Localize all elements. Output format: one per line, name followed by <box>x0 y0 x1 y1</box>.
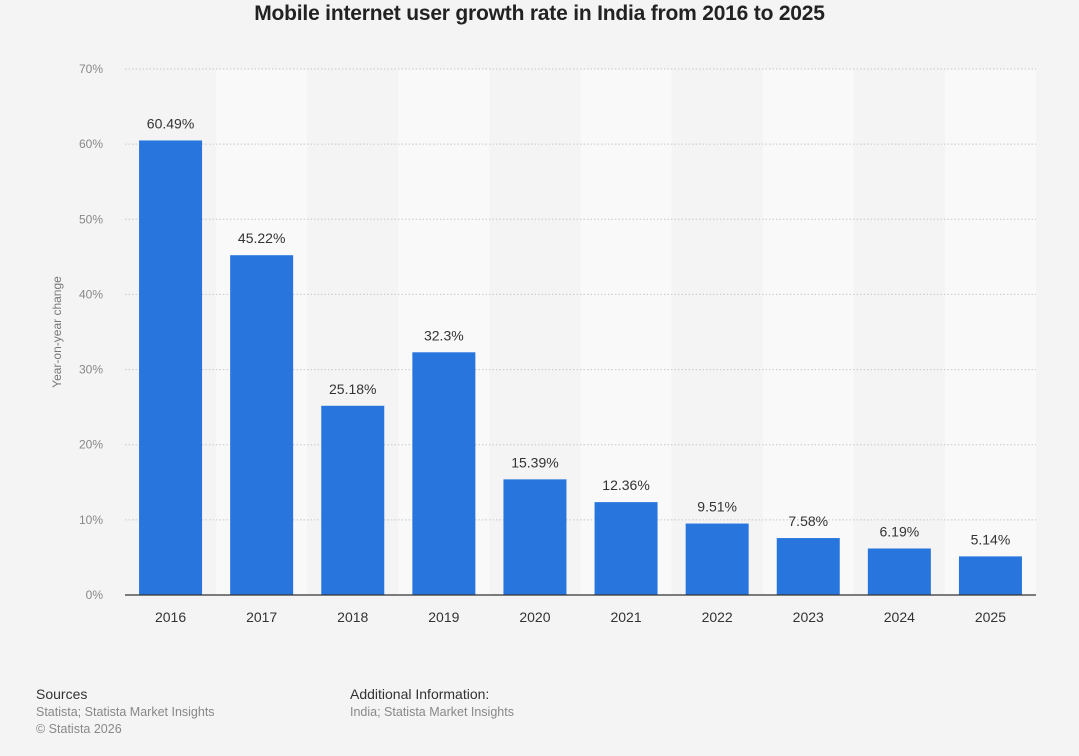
bar[interactable] <box>958 556 1022 595</box>
copyright-text: © Statista 2026 <box>36 722 122 736</box>
chart-title: Mobile internet user growth rate in Indi… <box>254 2 825 25</box>
y-tick-label: 50% <box>79 212 103 226</box>
y-tick-label: 40% <box>79 287 103 301</box>
bar[interactable] <box>503 479 567 595</box>
sources-block: Sources Statista; Statista Market Insigh… <box>36 686 215 736</box>
x-tick-label: 2021 <box>610 609 641 625</box>
x-tick-label: 2022 <box>702 609 733 625</box>
y-tick-label: 0% <box>86 588 104 602</box>
y-tick-label: 70% <box>79 62 103 76</box>
x-axis-ticks: 2016 2017 2018 2019 2020 2021 2022 2023 2024 2025 <box>155 609 1006 625</box>
bar[interactable] <box>594 502 658 595</box>
bar-value-label: 12.36% <box>602 477 649 493</box>
bar[interactable] <box>321 405 385 595</box>
sources-heading: Sources <box>36 686 88 702</box>
bar-value-label: 15.39% <box>511 454 558 470</box>
bar-value-label: 60.49% <box>147 115 194 131</box>
additional-info-block: Additional Information: India; Statista … <box>350 686 514 719</box>
bar-chart: 0% 10% 20% 30% 40% 50% 60% 70% 60.49% 45.22% 25.1… <box>50 62 1036 625</box>
y-axis-label: Year-on-year change <box>50 276 64 388</box>
sources-text: Statista; Statista Market Insights <box>36 705 215 719</box>
bar[interactable] <box>412 352 476 595</box>
x-tick-label: 2019 <box>428 609 459 625</box>
y-tick-label: 10% <box>79 513 103 527</box>
bar-value-label: 6.19% <box>879 523 919 539</box>
bar-value-label: 45.22% <box>238 230 285 246</box>
y-tick-label: 60% <box>79 137 103 151</box>
bar[interactable] <box>867 548 931 595</box>
column-band <box>944 69 1036 595</box>
x-tick-label: 2023 <box>793 609 824 625</box>
y-tick-label: 30% <box>79 363 103 377</box>
bar[interactable] <box>776 538 840 595</box>
y-axis-ticks: 0% 10% 20% 30% 40% 50% 60% 70% <box>79 62 103 602</box>
x-tick-label: 2018 <box>337 609 368 625</box>
x-tick-label: 2020 <box>519 609 550 625</box>
bar-value-label: 7.58% <box>788 513 828 529</box>
bar[interactable] <box>139 140 203 595</box>
bar-value-label: 25.18% <box>329 381 376 397</box>
additional-info-heading: Additional Information: <box>350 686 490 702</box>
bar-value-label: 5.14% <box>971 531 1011 547</box>
bar[interactable] <box>685 523 749 595</box>
y-tick-label: 20% <box>79 438 103 452</box>
column-band <box>762 69 854 595</box>
bar[interactable] <box>230 255 294 596</box>
bar-value-label: 32.3% <box>424 327 464 343</box>
additional-info-text: India; Statista Market Insights <box>350 705 514 719</box>
x-tick-label: 2017 <box>246 609 277 625</box>
bar-value-labels: 60.49% 45.22% 25.18% 32.3% 15.39% 12.36% 9.51%… <box>147 115 1010 547</box>
x-tick-label: 2016 <box>155 609 186 625</box>
bars <box>139 140 1022 596</box>
x-tick-label: 2025 <box>975 609 1006 625</box>
x-tick-label: 2024 <box>884 609 915 625</box>
bar-value-label: 9.51% <box>697 499 737 515</box>
